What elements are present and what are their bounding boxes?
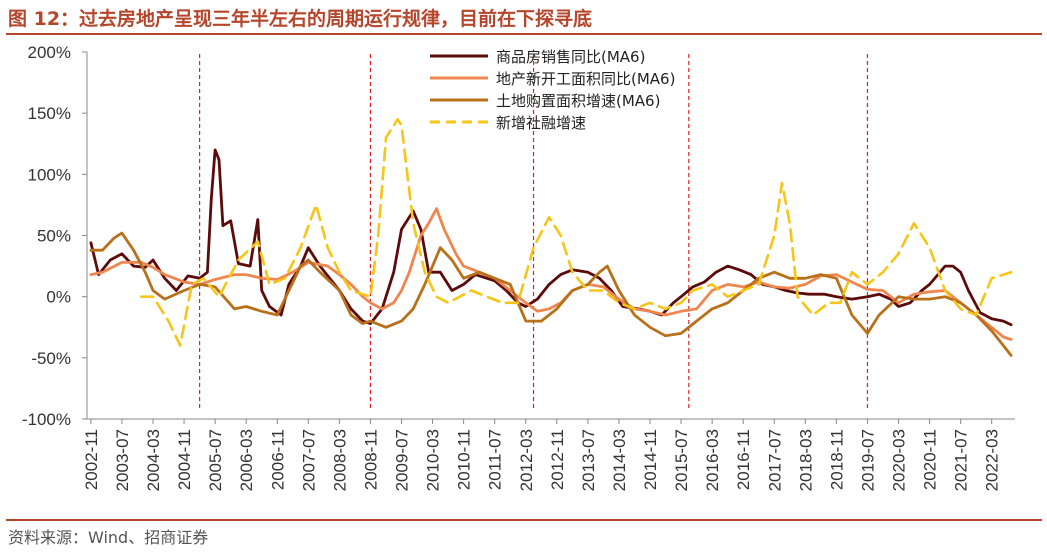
legend-label: 新增社融增速 xyxy=(496,114,586,132)
x-tick-label: 2010-11 xyxy=(455,429,474,490)
x-tick-label: 2016-03 xyxy=(703,429,722,491)
x-tick-label: 2012-03 xyxy=(517,429,536,491)
chart-title: 图 12：过去房地产呈现三年半左右的周期运行规律，目前在下探寻底 xyxy=(8,8,593,30)
y-tick-label: -50% xyxy=(31,349,71,368)
series-line-1 xyxy=(89,148,1013,327)
x-tick-label: 2015-07 xyxy=(672,429,691,491)
cycle-marker-layer xyxy=(199,54,869,409)
x-tick-label: 2022-03 xyxy=(983,429,1002,491)
x-tick-label: 2020-03 xyxy=(890,429,909,491)
footer-rule xyxy=(6,519,1042,521)
y-tick-label: 0% xyxy=(46,288,71,307)
line-chart: -100% -50% 0% 50% 100% 150% 200% 2002-11 2003-07… xyxy=(22,43,1015,491)
y-tick-label: 100% xyxy=(28,165,71,184)
y-tick-label: 200% xyxy=(28,43,71,62)
axis-layer: -100% -50% 0% 50% 100% 150% 200% 2002-11 2003-07… xyxy=(22,43,1015,491)
y-tick-label: 50% xyxy=(37,227,71,246)
x-tick-label: 2017-07 xyxy=(765,429,784,491)
x-tick-label: 2008-03 xyxy=(330,429,349,491)
x-tick-label: 2006-11 xyxy=(268,429,287,490)
title-rule xyxy=(6,33,1042,35)
x-tick-label: 2009-07 xyxy=(393,429,412,491)
x-tick-label: 2003-07 xyxy=(113,429,132,491)
x-tick-label: 2008-11 xyxy=(361,429,380,490)
legend: 商品房销售同比(MA6) 地产新开工面积同比(MA6) 土地购置面积增速(MA6) 新… xyxy=(430,48,675,132)
x-tick-label: 2011-07 xyxy=(486,429,505,490)
x-tick-label: 2007-07 xyxy=(299,429,318,491)
legend-label: 土地购置面积增速(MA6) xyxy=(496,92,660,110)
x-tick-label: 2014-11 xyxy=(641,429,660,490)
legend-label: 商品房销售同比(MA6) xyxy=(496,48,645,66)
legend-label: 地产新开工面积同比(MA6) xyxy=(496,70,675,88)
x-tick-label: 2014-03 xyxy=(610,429,629,491)
series-layer xyxy=(89,118,1013,357)
series-line-2 xyxy=(89,207,1013,341)
x-tick-label: 2006-03 xyxy=(237,429,256,491)
x-tick-label: 2021-07 xyxy=(952,429,971,491)
x-tick-label: 2004-03 xyxy=(144,429,163,491)
x-tick-label: 2018-03 xyxy=(796,429,815,491)
x-tick-label: 2016-11 xyxy=(734,429,753,490)
series-line-4 xyxy=(140,118,1013,347)
x-tick-label: 2019-07 xyxy=(858,429,877,491)
x-tick-label: 2005-07 xyxy=(206,429,225,491)
y-tick-label: 150% xyxy=(28,104,71,123)
y-tick-label: -100% xyxy=(22,410,71,429)
series-line-3 xyxy=(89,231,1013,357)
x-tick-label: 2020-11 xyxy=(921,429,940,490)
x-tick-label: 2013-07 xyxy=(579,429,598,491)
x-tick-label: 2010-03 xyxy=(424,429,443,491)
x-tick-label: 2012-11 xyxy=(548,429,567,490)
x-tick-label: 2002-11 xyxy=(82,429,101,490)
source-note: 资料来源：Wind、招商证券 xyxy=(8,528,209,547)
x-tick-label: 2018-11 xyxy=(827,429,846,490)
x-tick-label: 2004-11 xyxy=(175,429,194,490)
